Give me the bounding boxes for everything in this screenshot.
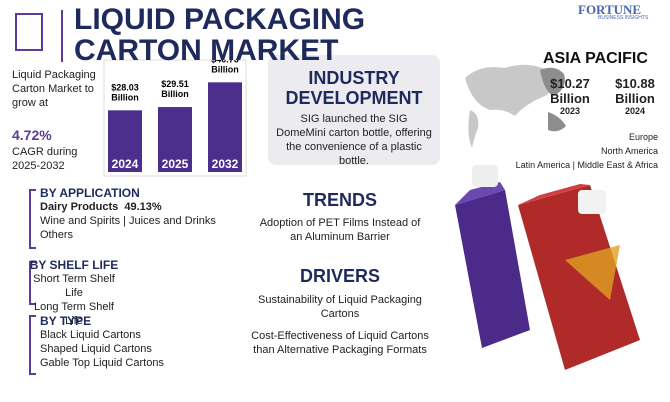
industry-box [268, 55, 440, 165]
top-application: Dairy Products [40, 201, 119, 213]
item: Black Liquid Cartons [40, 329, 141, 341]
region-values: $10.27 Billion 2023 $10.88 Billion 2024 [540, 76, 665, 116]
item: Others [40, 229, 74, 241]
type-heading: BY TYPE [40, 314, 92, 328]
value-label: $28.03 Billion [111, 82, 139, 102]
value-label: $29.51 Billion [161, 79, 189, 99]
shelf-life: BY SHELF LIFE Short Term Shelf Life Long … [24, 258, 124, 328]
cagr-text: CAGR during 2025-2032 [12, 146, 78, 172]
type: BY TYPE Black Liquid Cartons Shaped Liqui… [40, 314, 164, 370]
application-heading: BY APPLICATION [40, 186, 140, 200]
industry-heading: INDUSTRY DEVELOPMENT [285, 68, 423, 108]
region: Latin America | Middle East & Africa [515, 160, 658, 170]
chart-frame [103, 59, 247, 177]
share: 49.13% [124, 201, 162, 213]
item: Gable Top Liquid Cartons [40, 357, 164, 369]
drivers-heading: DRIVERS [299, 266, 380, 286]
year-label: 2032 [212, 157, 239, 171]
region-heading: ASIA PACIFIC [543, 50, 648, 67]
value-label-line: $28.03 [111, 82, 139, 92]
driver: Sustainability of Liquid Packaging Carto… [258, 294, 422, 320]
region-value: $10.88 Billion 2024 [605, 76, 665, 116]
logo-sub: BUSINESS INSIGHTS [598, 15, 649, 21]
bar [208, 82, 242, 172]
item: Short Term Shelf Life [33, 273, 115, 299]
value-label-line: Billion [111, 92, 139, 102]
region: North America [600, 146, 658, 156]
item: Shaped Liquid Cartons [40, 343, 152, 355]
year: 2024 [624, 106, 646, 116]
bar [158, 107, 192, 172]
industry-text: SIG launched the SIG DomeMini carton bot… [276, 113, 432, 167]
cartons [455, 165, 640, 370]
amount: $10.88 Billion [615, 76, 655, 106]
value-label-line: Billion [211, 64, 239, 74]
year-label: 2024 [112, 157, 139, 171]
logo: FORTUNE [578, 2, 642, 17]
growth-chart: 2024$28.03Billion2025$29.51Billion2032$4… [108, 60, 242, 172]
cagr: 4.72% [12, 127, 52, 143]
map [465, 64, 566, 148]
item: Long Term Shelf Life [34, 301, 114, 327]
year-label: 2025 [162, 157, 189, 171]
year: 2023 [559, 106, 581, 116]
value-label-line: $29.51 [161, 79, 189, 89]
intro-text: Liquid Packaging Carton Market to grow a… [12, 69, 96, 109]
item: Wine and Spirits | Juices and Drinks [40, 215, 216, 227]
value-label: $40.76Billion [211, 60, 239, 74]
shelf-heading: BY SHELF LIFE [29, 258, 119, 272]
drivers: DRIVERS Sustainability of Liquid Packagi… [230, 266, 450, 365]
trends-heading: TRENDS [302, 190, 377, 210]
application: BY APPLICATION Dairy Products 49.13% Win… [40, 186, 216, 242]
driver: Cost-Effectiveness of Liquid Cartons tha… [251, 330, 429, 356]
amount: $10.27 Billion [550, 76, 590, 106]
brackets [29, 189, 36, 375]
carton-icon [15, 13, 43, 51]
region-value: $10.27 Billion 2023 [540, 76, 600, 116]
bar [108, 110, 142, 172]
region: Europe [628, 132, 658, 142]
value-label-line: $40.76 [211, 60, 239, 64]
trends-text: Adoption of PET Films Instead of an Alum… [259, 217, 421, 243]
region-others: Europe North America Latin America | Middl… [516, 130, 658, 172]
value-label-line: Billion [161, 89, 189, 99]
title: LIQUID PACKAGING CARTON MARKET [74, 3, 366, 67]
